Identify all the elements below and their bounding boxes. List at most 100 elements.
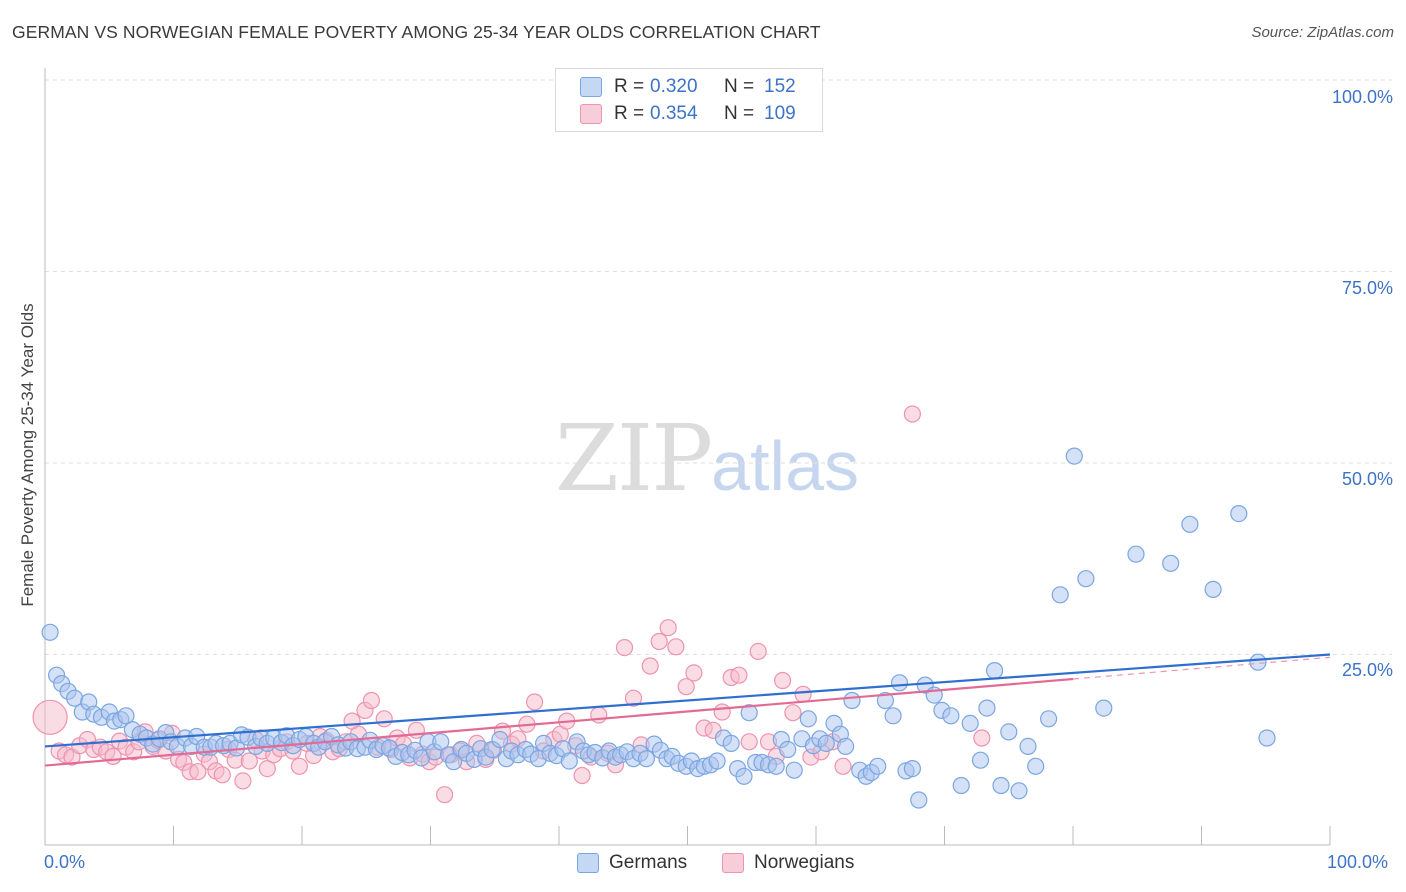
germans-point (985, 661, 1004, 680)
germans-point (1039, 710, 1058, 728)
norwegians-point (436, 786, 454, 804)
germans-point (884, 707, 902, 725)
correlation-legend: R = 0.320 N = 152 R = 0.354 N = 109 (555, 68, 823, 132)
norwegians-point (667, 638, 685, 656)
norwegians-point (290, 757, 308, 775)
germans-n-label: N = (724, 76, 755, 97)
germans-point (767, 757, 785, 775)
legend-row-norwegians: R = 0.354 N = 109 (580, 101, 838, 127)
norwegians-point (641, 657, 659, 675)
germans-point (836, 737, 855, 756)
norwegians-swatch (580, 104, 602, 124)
germans-point (1000, 723, 1018, 741)
norwegians-point (730, 666, 748, 684)
norwegians-trend-extension (1072, 656, 1331, 680)
germans-point (1127, 545, 1145, 563)
norwegians-point (525, 693, 544, 711)
norwegians-point (794, 685, 812, 703)
germans-point (1204, 580, 1222, 599)
trend-lines (44, 653, 1331, 767)
germans-point (992, 776, 1010, 795)
germans-swatch (580, 77, 602, 97)
germans-r-value: 0.320 (650, 76, 698, 97)
germans-point (971, 751, 990, 769)
germans-point (740, 704, 758, 722)
norwegians-point (677, 678, 695, 696)
x-tick-0: 0.0% (44, 852, 86, 872)
watermark-atlas: atlas (711, 427, 860, 505)
chart-title: GERMAN VS NORWEGIAN FEMALE POVERTY AMONG… (12, 22, 821, 42)
norwegians-point (903, 405, 922, 423)
norwegians-point (32, 699, 68, 735)
norwegians-point (590, 706, 608, 724)
germans-point (117, 707, 135, 725)
germans-point (637, 750, 656, 768)
norwegians-point (650, 632, 668, 651)
germans-point (41, 623, 59, 641)
germans-point (903, 759, 922, 778)
legend-norwegians-swatch (722, 853, 744, 873)
germans-point (843, 691, 861, 710)
germans-point (560, 752, 578, 770)
norwegians-point (713, 703, 731, 721)
norwegians-point (240, 752, 258, 770)
germans-point (785, 761, 803, 779)
norwegians-point (573, 766, 591, 785)
legend-norwegians: Norwegians (722, 852, 854, 874)
germans-point (910, 791, 928, 809)
norwegians-n-label: N = (724, 103, 755, 124)
germans-point (1258, 729, 1276, 747)
germans-point (961, 714, 979, 733)
germans-point (445, 753, 463, 771)
germans-point (1027, 757, 1045, 775)
germans-trend-line (44, 653, 1331, 748)
germans-point (799, 710, 817, 728)
norwegians-point (773, 671, 792, 690)
germans-point (1019, 737, 1037, 756)
norwegians-point (740, 733, 758, 751)
germans-point (722, 734, 740, 753)
gridlines (45, 79, 1392, 655)
norwegians-point (362, 691, 380, 710)
germans-n-value: 152 (764, 76, 796, 97)
norwegians-r-value: 0.354 (650, 103, 698, 124)
norwegians-point (659, 619, 677, 637)
legend-germans: Germans (577, 852, 687, 874)
series-legend: Germans Norwegians (0, 852, 1406, 878)
norwegians-point (749, 642, 767, 661)
germans-point (708, 752, 726, 770)
y-axis-label: Female Poverty Among 25-34 Year Olds (18, 303, 37, 607)
norwegians-point (834, 757, 852, 775)
germans-point (890, 674, 909, 692)
germans-point (978, 699, 996, 717)
norwegians-r-label: R = (614, 103, 645, 124)
germans-point (942, 707, 960, 725)
y-tick-25: 25.0% (1341, 660, 1393, 680)
germans-point (952, 776, 970, 795)
y-tick-100: 100.0% (1331, 87, 1393, 107)
norwegians-point (375, 710, 393, 728)
germans-point (735, 767, 753, 785)
y-tick-75: 75.0% (1341, 278, 1393, 298)
legend-norwegians-label: Norwegians (754, 852, 855, 873)
norwegians-point (234, 772, 252, 790)
germans-point (1051, 586, 1069, 604)
germans-point (491, 730, 509, 749)
germans-point (1249, 653, 1267, 671)
y-tick-50: 50.0% (1341, 469, 1393, 489)
source-label: Source: ZipAtlas.com (1251, 24, 1394, 41)
norwegians-point (784, 704, 802, 722)
norwegians-trend-line (44, 677, 1074, 767)
norwegians-point (973, 729, 991, 747)
germans-point (1065, 447, 1083, 465)
germans-point (1230, 504, 1248, 523)
legend-germans-label: Germans (609, 852, 688, 873)
norwegians-point (624, 689, 643, 707)
watermark-zip: ZIP (555, 405, 713, 512)
germans-point (1095, 699, 1113, 717)
legend-row-germans: R = 0.320 N = 152 (580, 74, 838, 100)
legend-germans-swatch (577, 853, 599, 873)
norwegians-point (258, 759, 276, 778)
germans-point (1077, 570, 1095, 588)
